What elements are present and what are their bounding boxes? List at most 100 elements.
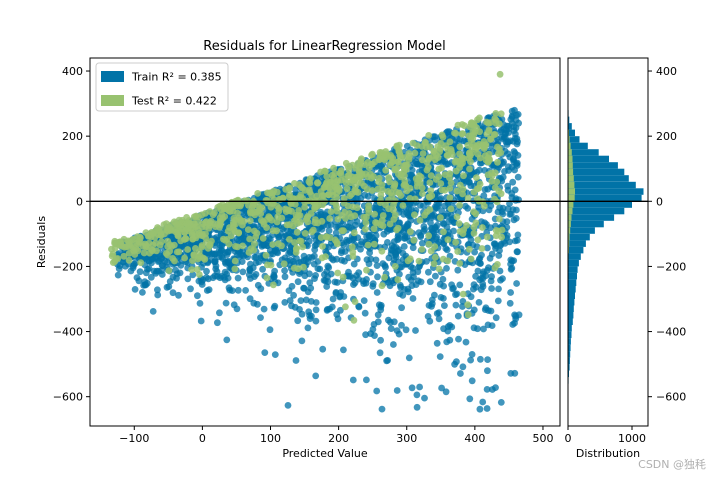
train-point	[178, 243, 186, 251]
train-point	[479, 280, 487, 288]
train-point	[376, 349, 384, 357]
test-point	[394, 170, 402, 178]
right-y-tick-label: −400	[656, 326, 686, 339]
right-y-tick-label: −200	[656, 260, 686, 273]
test-point	[220, 204, 228, 211]
test-point	[498, 233, 505, 241]
test-point	[460, 172, 467, 180]
test-point	[333, 185, 340, 193]
test-point	[458, 121, 466, 128]
test-point	[449, 151, 456, 159]
train-point	[514, 173, 522, 181]
test-point	[473, 174, 480, 182]
train-point	[466, 178, 473, 186]
test-point	[135, 238, 143, 246]
train-point	[437, 294, 445, 301]
train-point	[254, 281, 262, 289]
test-point	[327, 208, 335, 216]
train-point	[465, 228, 473, 236]
test-point	[343, 185, 351, 193]
test-point	[317, 168, 324, 176]
train-point	[321, 271, 328, 278]
train-point	[510, 216, 518, 224]
train-point	[509, 321, 517, 328]
histogram-bar-train	[568, 240, 586, 247]
test-point	[339, 273, 347, 281]
test-point	[286, 236, 293, 243]
test-point	[235, 229, 243, 237]
x-tick-label: 500	[532, 432, 553, 445]
train-point	[388, 242, 396, 250]
test-point	[463, 222, 470, 229]
train-point	[369, 280, 377, 288]
train-point	[378, 405, 386, 413]
train-point	[175, 291, 182, 299]
train-point	[373, 262, 381, 269]
test-point	[342, 179, 350, 187]
test-point	[480, 202, 488, 210]
train-point	[399, 249, 407, 257]
test-point	[192, 212, 200, 220]
test-point	[440, 228, 447, 236]
train-point	[129, 264, 137, 272]
test-point	[443, 152, 451, 159]
histogram-bar-test	[568, 227, 571, 234]
test-point	[381, 273, 388, 281]
test-point	[425, 232, 432, 240]
test-point	[211, 209, 218, 217]
test-point	[286, 221, 293, 229]
train-point	[515, 196, 522, 204]
test-point	[172, 228, 180, 236]
test-point	[379, 212, 387, 219]
train-point	[305, 308, 313, 316]
test-point	[346, 192, 354, 200]
train-point	[165, 283, 173, 290]
train-point	[239, 268, 247, 276]
train-point	[363, 376, 370, 384]
train-point	[431, 291, 438, 299]
train-point	[513, 248, 521, 256]
train-point	[507, 289, 514, 296]
test-point	[465, 150, 473, 157]
test-point	[362, 219, 370, 227]
histogram-bar-train	[568, 227, 595, 234]
test-point	[330, 164, 337, 172]
train-point	[380, 230, 388, 238]
train-point	[503, 218, 511, 226]
chart-title: Residuals for LinearRegression Model	[203, 39, 446, 54]
test-point	[423, 166, 431, 174]
train-point	[443, 246, 451, 254]
train-point	[355, 269, 363, 277]
test-point	[188, 231, 196, 239]
train-point	[443, 265, 450, 272]
test-point	[465, 132, 473, 140]
histogram-bar-train	[568, 266, 578, 273]
test-point	[358, 170, 366, 178]
histogram-bar-train	[568, 194, 642, 202]
test-point	[487, 135, 495, 143]
train-point	[435, 315, 443, 323]
train-point	[312, 317, 320, 325]
test-point	[378, 247, 386, 255]
train-point	[266, 326, 274, 334]
test-point	[273, 218, 281, 226]
train-point	[222, 299, 230, 307]
test-point	[184, 246, 192, 253]
test-point	[371, 210, 378, 218]
test-point	[363, 266, 370, 274]
histogram-bar-train	[568, 292, 575, 299]
test-point	[394, 158, 402, 166]
train-point	[459, 363, 467, 371]
train-point	[448, 281, 455, 289]
test-point	[435, 173, 443, 181]
train-point	[293, 254, 300, 262]
test-point	[269, 241, 277, 248]
train-point	[432, 272, 439, 280]
test-point	[421, 211, 428, 219]
histogram-bar-train	[568, 181, 636, 189]
train-point	[472, 272, 479, 280]
test-point	[362, 225, 369, 233]
train-point	[223, 336, 231, 344]
test-point	[404, 257, 412, 265]
train-point	[484, 367, 491, 375]
